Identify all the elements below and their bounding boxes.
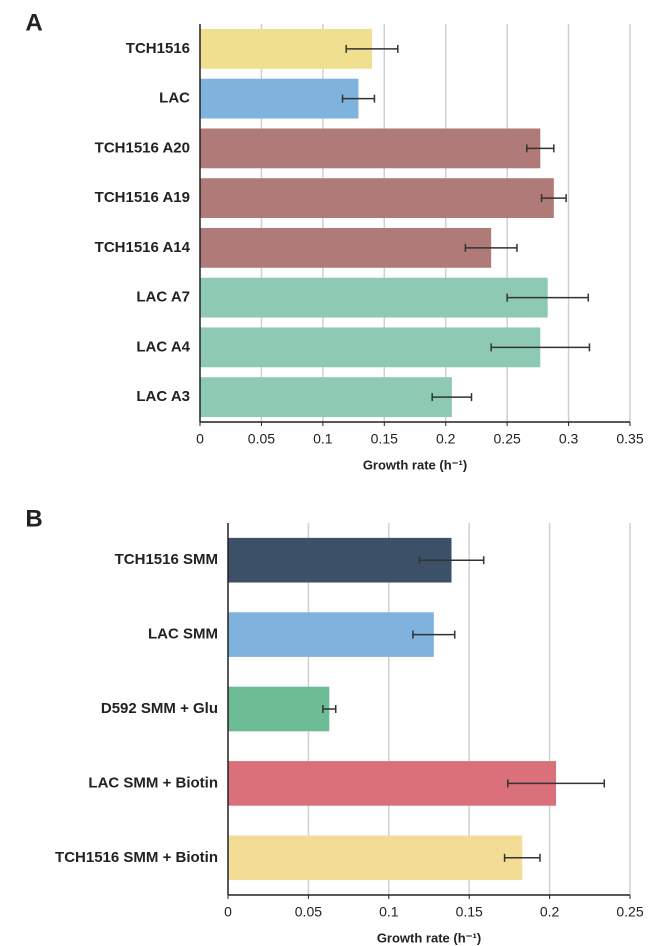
x-tick-label: 0 <box>224 904 232 920</box>
x-tick-label: 0.05 <box>248 431 275 447</box>
category-label: LAC A3 <box>136 388 190 405</box>
error-bar <box>431 393 473 402</box>
category-label: TCH1516 A14 <box>95 239 191 256</box>
error-bar <box>540 194 567 203</box>
x-tick-label: 0.25 <box>616 904 643 920</box>
category-label: LAC A4 <box>136 338 190 355</box>
category-label: TCH1516 SMM <box>115 551 218 568</box>
x-tick-label: 0.1 <box>313 431 333 447</box>
bar <box>228 686 330 732</box>
bar <box>200 277 548 318</box>
x-tick-label: 0.35 <box>616 431 643 447</box>
error-bar <box>418 556 485 565</box>
category-label: LAC A7 <box>136 289 190 306</box>
x-tick-label: 0.05 <box>295 904 322 920</box>
bar <box>228 612 434 657</box>
x-tick-label: 0.15 <box>456 904 483 920</box>
error-bar <box>507 779 606 788</box>
x-tick-label: 0.3 <box>559 431 579 447</box>
category-label: D592 SMM + Glu <box>101 700 218 717</box>
x-tick-label: 0 <box>196 431 204 447</box>
error-bar <box>490 343 591 352</box>
bar <box>228 537 452 583</box>
bar <box>228 835 523 881</box>
bar <box>200 377 452 418</box>
bar <box>200 78 359 119</box>
x-tick-label: 0.1 <box>379 904 399 920</box>
error-bar <box>464 243 518 252</box>
x-tick-label: 0.2 <box>540 904 560 920</box>
category-label: LAC SMM + Biotin <box>88 774 218 791</box>
x-axis-label: Growth rate (h⁻¹) <box>363 457 467 472</box>
bar <box>200 327 541 368</box>
panel-label: A <box>25 9 42 36</box>
category-label: TCH1516 <box>126 40 190 57</box>
x-tick-label: 0.25 <box>494 431 521 447</box>
error-bar <box>526 144 555 153</box>
panel-label: B <box>25 505 42 532</box>
category-label: TCH1516 A20 <box>95 139 190 156</box>
bar <box>200 227 492 268</box>
error-bar <box>322 705 337 713</box>
error-bar <box>345 44 399 53</box>
category-label: LAC SMM <box>148 626 218 643</box>
error-bar <box>503 853 541 862</box>
category-label: LAC <box>159 90 190 107</box>
x-tick-label: 0.2 <box>436 431 456 447</box>
bar <box>200 128 541 169</box>
error-bar <box>506 293 589 302</box>
category-label: TCH1516 A19 <box>95 189 190 206</box>
error-bar <box>412 630 456 639</box>
x-tick-label: 0.15 <box>371 431 398 447</box>
category-label: TCH1516 SMM + Biotin <box>55 849 218 866</box>
bar <box>200 28 372 69</box>
error-bar <box>341 94 376 103</box>
bar <box>228 761 557 806</box>
bar <box>200 178 554 219</box>
x-axis-label: Growth rate (h⁻¹) <box>377 930 481 945</box>
